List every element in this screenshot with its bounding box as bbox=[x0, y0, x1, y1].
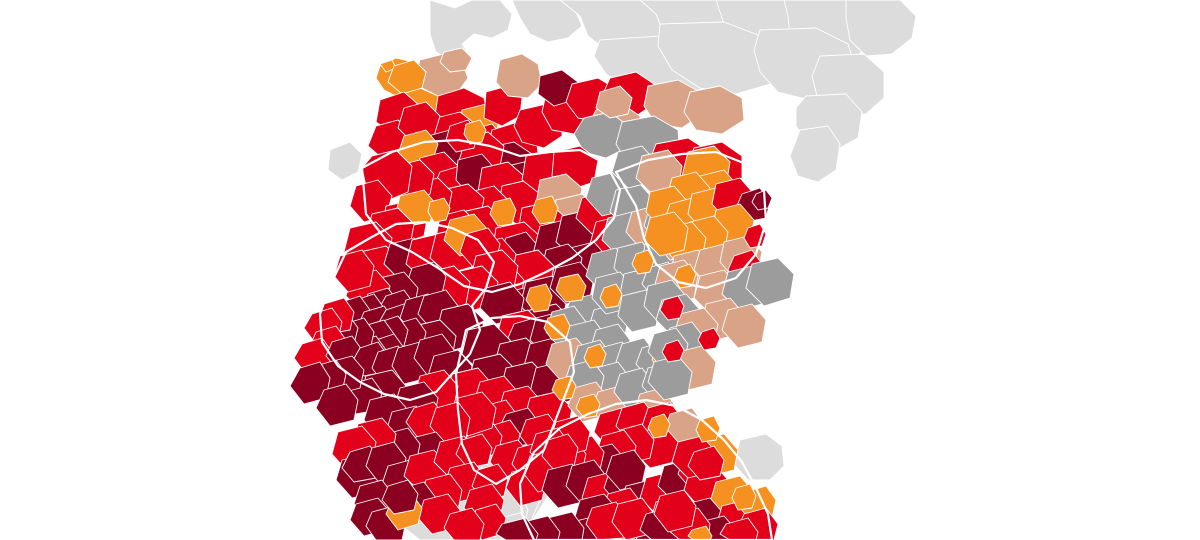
state-outline-brandenburg bbox=[614, 150, 768, 290]
district-wittmund[interactable] bbox=[387, 59, 427, 95]
neighbour-poland-coast bbox=[845, 0, 917, 57]
district-saechsische-schweiz[interactable] bbox=[721, 303, 767, 349]
district-enclave-orange-10[interactable] bbox=[463, 119, 487, 145]
state-outline-nrw bbox=[318, 220, 496, 402]
neighbour-netherlands bbox=[327, 141, 363, 181]
district-enclave-orange-2[interactable] bbox=[599, 283, 623, 309]
district-enclave-orange-13[interactable] bbox=[555, 273, 587, 303]
state-outline-hessen bbox=[454, 314, 576, 486]
district-deggendorf[interactable] bbox=[719, 517, 759, 540]
district-enclave-red-1[interactable] bbox=[661, 339, 685, 363]
district-layer[interactable] bbox=[289, 47, 795, 540]
map-country-label: Deutschland bbox=[10, 27, 99, 44]
district-enclave-orange-6[interactable] bbox=[695, 415, 721, 443]
state-outline-layer bbox=[318, 138, 774, 540]
page-title: Deutschland Landkreis-Karte bbox=[10, 7, 216, 24]
district-mainz[interactable] bbox=[455, 433, 493, 469]
district-ostholstein[interactable] bbox=[495, 53, 543, 99]
state-outline-bayern bbox=[518, 398, 774, 540]
district-enclave-orange-11[interactable] bbox=[489, 197, 517, 227]
district-enclave-darkred-1[interactable] bbox=[751, 189, 773, 211]
district-weiden[interactable] bbox=[687, 445, 725, 481]
district-enclave-orange-9[interactable] bbox=[427, 197, 451, 223]
district-suedliche-weinstrasse[interactable] bbox=[443, 507, 485, 540]
neighbour-poland-strip bbox=[789, 125, 841, 183]
district-enclave-orange-1[interactable] bbox=[631, 249, 655, 275]
neighbour-denmark bbox=[429, 0, 513, 63]
district-enclave-orange-4[interactable] bbox=[583, 343, 607, 369]
district-kelheim[interactable] bbox=[653, 489, 697, 533]
district-schwerin[interactable] bbox=[595, 85, 633, 119]
state-outline-niedersachsen bbox=[360, 138, 622, 294]
district-enclave-orange-8[interactable] bbox=[687, 525, 713, 540]
district-flensburg[interactable] bbox=[439, 47, 473, 73]
district-enclave-orange-5[interactable] bbox=[647, 413, 671, 439]
district-enclave-orange-15[interactable] bbox=[525, 283, 553, 313]
district-st-wendel[interactable] bbox=[381, 479, 419, 515]
district-enclave-red-2[interactable] bbox=[697, 327, 721, 351]
neighbour-mecklenburg-grey-2 bbox=[657, 21, 783, 95]
district-goerlitz[interactable] bbox=[745, 257, 795, 307]
district-enclave-orange-12[interactable] bbox=[531, 195, 559, 225]
district-vorpommern-greifswald[interactable] bbox=[683, 85, 745, 135]
district-enclave-orange-7[interactable] bbox=[731, 483, 757, 511]
district-enclave-dessau-rot[interactable] bbox=[659, 295, 685, 321]
district-euskirchen[interactable] bbox=[315, 383, 359, 427]
